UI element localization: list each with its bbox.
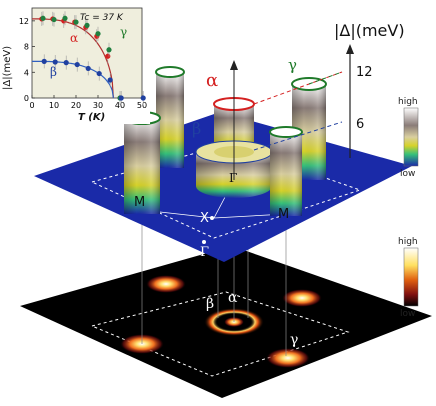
inset-point	[96, 70, 102, 77]
tick-6: 6	[356, 117, 364, 132]
cylinder-M-right	[269, 126, 303, 216]
inset-xlabel: T (K)	[78, 112, 105, 123]
inset-point	[95, 31, 101, 37]
cylinder-back-left	[155, 66, 185, 168]
bottom-bz-dashed	[90, 291, 350, 377]
energy-axis-title: |Δ|(meV)	[334, 21, 405, 40]
inset-point	[73, 19, 79, 25]
inset-point	[105, 53, 111, 59]
inset-point	[140, 95, 146, 101]
inset-marks: 0 4 8 12 0 10 20 30 40 50	[19, 11, 147, 110]
colorbar-top-low: low	[400, 169, 415, 179]
inset-xtick-label: 30	[93, 101, 103, 110]
gamma-axis-arrow	[230, 60, 238, 70]
inset-xtick-label: 10	[49, 101, 59, 110]
inset-point	[62, 15, 68, 21]
inset-ylabel: |Δ|(meV)	[2, 46, 13, 90]
label-gamma-bottom: γ	[290, 332, 298, 348]
inset-ytick-label: 0	[24, 94, 29, 103]
inset-fit-alpha	[32, 18, 114, 99]
label-Gamma-center: Γ	[229, 171, 237, 185]
inset-xtick-label: 20	[71, 101, 81, 110]
inset-legend-gamma: γ	[120, 25, 127, 39]
label-beta-bottom: β	[206, 296, 214, 312]
inset-point	[74, 61, 80, 68]
label-gamma-top: γ	[288, 56, 297, 74]
point-X	[210, 216, 214, 220]
inset-annotation: Tc = 37 K	[80, 13, 124, 23]
inset-point	[85, 65, 91, 72]
inset-point	[51, 16, 57, 23]
cylinder-M-left	[123, 111, 161, 214]
label-alpha-bottom: α	[228, 290, 238, 306]
colorbar-bottom-low: low	[400, 309, 415, 319]
colorbar-bottom	[403, 247, 419, 307]
inset-point	[40, 15, 46, 21]
label-M-right: M	[278, 207, 289, 222]
inset-xtick-label: 50	[137, 101, 147, 110]
colorbar-bottom-high: high	[398, 237, 418, 247]
hotspot-M-right	[266, 348, 310, 368]
inset-point	[41, 58, 47, 64]
level-12-gamma	[308, 71, 343, 85]
inset-ytick-label: 8	[24, 43, 29, 52]
inset-xtick-label: 0	[29, 101, 34, 110]
inset-ytick-label: 4	[24, 68, 29, 77]
label-Gamma-front: Γ	[200, 245, 209, 260]
label-M-left: M	[134, 195, 145, 210]
inset-point	[106, 47, 112, 53]
tick-12: 12	[356, 65, 373, 80]
label-alpha-top: α	[206, 70, 218, 91]
inset-point	[84, 22, 90, 28]
inset-point	[63, 60, 69, 66]
level-6-beta	[253, 121, 343, 151]
inset-ytick-label: 12	[19, 17, 29, 26]
inset-point	[107, 77, 113, 83]
colorbar-top-high: high	[398, 97, 418, 107]
label-beta-top: β	[192, 119, 201, 138]
point-Gamma-front	[202, 240, 206, 244]
inset-legend-beta: β	[50, 65, 57, 79]
level-12-alpha	[253, 71, 343, 105]
inset-legend-alpha: α	[70, 31, 78, 45]
hotspot-back-right	[282, 289, 322, 307]
inset-xtick-label: 40	[115, 101, 125, 110]
label-X: X	[200, 211, 209, 226]
colorbar-top	[403, 107, 419, 167]
inset-chart: 0 4 8 12 0 10 20 30 40 50 |Δ|(meV) T (K) Tc = 37 …	[0, 0, 150, 124]
hotspot-back-left	[146, 275, 186, 293]
energy-axis-arrow	[346, 44, 354, 54]
inset-point	[118, 95, 124, 101]
inset-point	[52, 59, 58, 65]
